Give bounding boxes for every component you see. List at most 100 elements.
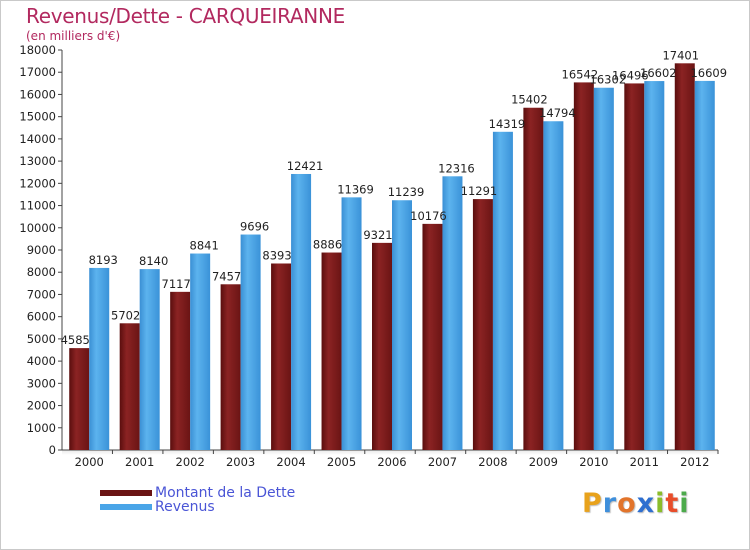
bar-debt [422,223,443,450]
bar-revenue [492,131,513,451]
legend-swatch-revenue [100,504,152,510]
data-label-debt: 5702 [111,308,140,322]
legend-label-revenue: Revenus [155,499,215,515]
data-label-revenue: 11369 [337,182,374,196]
proxiti-logo: Proxiti [582,488,690,519]
bar-debt [523,107,544,450]
bar-debt [674,63,695,451]
bar-debt [119,323,140,450]
y-tick-label: 12000 [19,176,56,190]
logo-letter: P [582,488,603,519]
bar-revenue [543,121,564,450]
y-tick-label: 14000 [19,132,56,146]
x-tick-label: 2006 [377,455,406,469]
bar-revenue [291,173,312,450]
y-tick-label: 11000 [19,199,56,213]
bar-revenue [341,197,362,450]
y-tick-label: 18000 [19,43,56,57]
logo-letter: i [679,488,690,519]
y-tick-label: 2000 [27,399,56,413]
data-label-debt: 8886 [313,238,342,252]
data-label-revenue: 11239 [388,185,425,199]
bar-revenue [139,269,160,450]
logo-letter: x [636,488,656,519]
bar-debt [271,263,292,450]
x-tick-label: 2010 [579,455,608,469]
y-tick-label: 9000 [27,243,56,257]
y-tick-label: 0 [49,443,56,457]
bar-debt [220,284,241,450]
y-tick-label: 7000 [27,287,56,301]
y-tick-label: 17000 [19,65,56,79]
logo-letter: o [617,488,637,519]
data-label-debt: 16496 [612,68,649,82]
y-tick-label: 1000 [27,421,56,435]
y-tick-label: 3000 [27,376,56,390]
data-label-revenue: 12421 [287,159,324,173]
data-label-revenue: 16609 [690,66,727,80]
data-label-debt: 7117 [162,277,191,291]
chart-subtitle: (en milliers d'€) [26,29,121,43]
legend-swatch-debt [100,490,152,496]
bar-revenue [240,234,261,450]
y-tick-label: 10000 [19,221,56,235]
data-label-revenue: 16602 [640,66,677,80]
x-tick-label: 2008 [478,455,507,469]
bar-debt [170,291,191,450]
x-tick-label: 2004 [276,455,305,469]
bar-revenue [190,253,211,450]
data-label-revenue: 9696 [240,220,269,234]
data-label-debt: 11291 [461,184,498,198]
x-tick-label: 2002 [176,455,205,469]
x-tick-label: 2005 [327,455,356,469]
x-tick-label: 2009 [529,455,558,469]
y-tick-label: 8000 [27,265,56,279]
y-tick-label: 13000 [19,154,56,168]
bar-debt [321,252,342,450]
x-tick-label: 2003 [226,455,255,469]
data-label-revenue: 12316 [438,161,475,175]
y-tick-label: 4000 [27,354,56,368]
bar-revenue [442,176,463,451]
bar-revenue [593,87,614,450]
data-label-debt: 7457 [212,269,241,283]
y-tick-label: 6000 [27,310,56,324]
bar-debt [624,83,645,450]
logo-letter: r [602,488,618,519]
y-tick-label: 5000 [27,332,56,346]
bar-revenue [644,81,665,451]
data-label-debt: 9321 [363,228,392,242]
x-tick-label: 2012 [680,455,709,469]
data-label-revenue: 14319 [489,117,526,131]
x-tick-label: 2007 [428,455,457,469]
data-label-debt: 8393 [262,248,291,262]
data-label-debt: 17401 [662,48,699,62]
bar-debt [372,242,392,450]
data-label-revenue: 16302 [590,73,627,87]
chart-floor [62,450,718,455]
bars [69,63,715,451]
x-tick-label: 2000 [75,455,104,469]
x-tick-label: 2011 [630,455,659,469]
data-label-debt: 10176 [410,209,447,223]
logo-letter: t [665,488,680,519]
y-tick-label: 16000 [19,87,56,101]
bar-debt [573,82,594,451]
bar-revenue [694,80,715,451]
data-label-debt: 4585 [61,333,90,347]
data-label-revenue: 8841 [190,239,219,253]
data-label-debt: 15402 [511,93,548,107]
bar-debt [69,348,90,450]
data-labels: 4585 8193 5702 8140 7117 8841 7457 9696 8393 1242… [61,48,727,347]
chart-title: Revenus/Dette - CARQUEIRANNE [26,4,345,28]
bar-revenue [89,267,110,450]
data-label-revenue: 8193 [89,253,118,267]
bar-debt [472,199,493,450]
logo-letter: i [655,488,666,519]
legend-label-debt: Montant de la Dette [155,485,296,501]
bar-revenue [392,200,412,450]
x-tick-label: 2001 [125,455,154,469]
data-label-revenue: 14794 [539,106,576,120]
data-label-revenue: 8140 [139,254,168,268]
